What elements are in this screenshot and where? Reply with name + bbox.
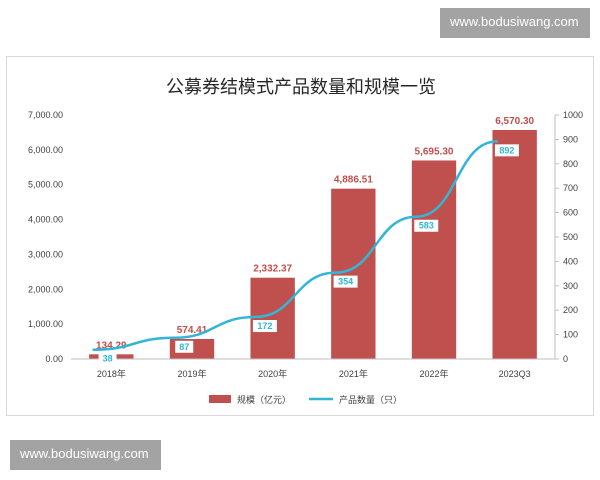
legend: 规模（亿元） 产品数量（只） (209, 394, 402, 406)
line-data-label: 583 (419, 221, 434, 231)
bar-data-label: 6,570.30 (495, 116, 534, 127)
right-axis-tick-label: 500 (563, 232, 578, 242)
right-axis: 0 100 200 300 400 500 600 700 800 900 1000 (554, 110, 583, 364)
right-axis-tick-label: 100 (563, 330, 578, 340)
left-axis-tick-label: 1,000.00 (28, 319, 63, 329)
bar-series: 134.29 574.41 2,332.37 4,886.51 5,695.30 6,57… (89, 116, 537, 359)
x-axis-tick-label: 2019年 (177, 368, 206, 379)
right-axis-tick-label: 700 (563, 183, 578, 193)
x-axis-tick-label: 2021年 (339, 368, 368, 379)
line-data-label: 892 (499, 145, 514, 155)
x-axis-tick-label: 2020年 (258, 368, 287, 379)
left-axis-tick-label: 5,000.00 (28, 180, 63, 190)
x-axis-tick-label: 2018年 (97, 368, 126, 379)
bar-data-label: 5,695.30 (415, 146, 454, 157)
line-data-label-bg (252, 320, 277, 333)
legend-label-bar: 规模（亿元） (237, 394, 291, 406)
line-series: 38 87 172 354 583 892 (92, 140, 519, 365)
right-axis-tick-label: 400 (563, 256, 578, 266)
bar (250, 277, 295, 359)
bar-data-label: 4,886.51 (334, 175, 373, 186)
right-axis-tick-label: 200 (563, 305, 578, 315)
x-axis: 2018年 2019年 2020年 2021年 2022年 2023Q3 (71, 358, 555, 379)
right-axis-tick-label: 1000 (563, 110, 583, 120)
right-axis-tick-label: 800 (563, 159, 578, 169)
chart-svg: 公募券结模式产品数量和规模一览 0.00 1,000.00 2,000.00 3,00… (28, 77, 583, 406)
bar-data-label: 134.29 (96, 340, 127, 351)
line-data-label: 38 (103, 354, 113, 364)
bar-data-label: 2,332.37 (253, 264, 292, 275)
left-axis-tick-label: 3,000.00 (28, 249, 63, 259)
left-axis: 0.00 1,000.00 2,000.00 3,000.00 4,000.00 5,00… (28, 110, 63, 364)
right-axis-tick-label: 900 (563, 134, 578, 144)
line-data-label: 87 (179, 342, 189, 352)
left-axis-tick-label: 0.00 (45, 354, 63, 364)
legend-label-line: 产品数量（只） (339, 394, 402, 406)
line-path (92, 140, 499, 351)
line-data-label-bg (494, 144, 519, 157)
right-axis-tick-label: 300 (563, 281, 578, 291)
chart-title: 公募券结模式产品数量和规模一览 (166, 77, 436, 98)
left-axis-tick-label: 4,000.00 (28, 215, 63, 225)
bar-data-label: 574.41 (177, 325, 208, 336)
line-data-label-bg (414, 219, 439, 232)
right-axis-tick-label: 0 (563, 354, 568, 364)
watermark-bottom: www.bodusiwang.com (10, 440, 161, 470)
right-axis-tick-label: 600 (563, 208, 578, 218)
watermark-top: www.bodusiwang.com (440, 8, 590, 38)
line-data-label-bg (175, 340, 194, 353)
bar (492, 129, 537, 359)
left-axis-tick-label: 7,000.00 (28, 110, 63, 120)
line-data-label-bg (333, 275, 358, 288)
legend-swatch-bar (209, 395, 231, 403)
line-data-label-bg (98, 352, 117, 365)
x-axis-tick-label: 2023Q3 (499, 369, 531, 379)
bar (331, 188, 376, 359)
line-data-label: 172 (257, 321, 272, 331)
left-axis-tick-label: 2,000.00 (28, 284, 63, 294)
chart-frame: 公募券结模式产品数量和规模一览 0.00 1,000.00 2,000.00 3,00… (6, 56, 594, 416)
x-axis-tick-label: 2022年 (419, 368, 448, 379)
left-axis-tick-label: 6,000.00 (28, 145, 63, 155)
line-data-label: 354 (338, 277, 353, 287)
